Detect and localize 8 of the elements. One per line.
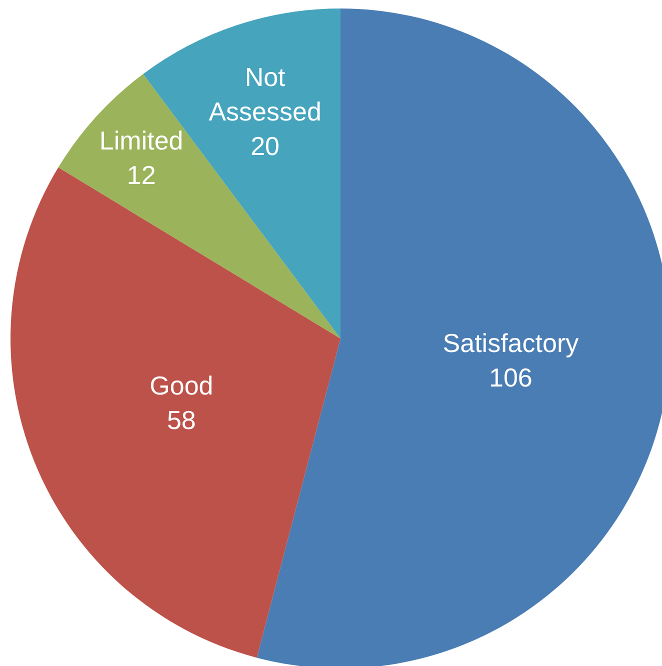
data-label: 20 bbox=[250, 130, 280, 161]
slice-label: Good bbox=[150, 370, 214, 401]
slice-label: Not Assessed bbox=[208, 62, 322, 126]
slice-label: Satisfactory bbox=[442, 328, 579, 358]
data-label: 58 bbox=[166, 405, 196, 436]
data-label: 106 bbox=[489, 362, 532, 393]
slice-label: Limited bbox=[99, 125, 184, 156]
data-label: 12 bbox=[126, 160, 156, 190]
